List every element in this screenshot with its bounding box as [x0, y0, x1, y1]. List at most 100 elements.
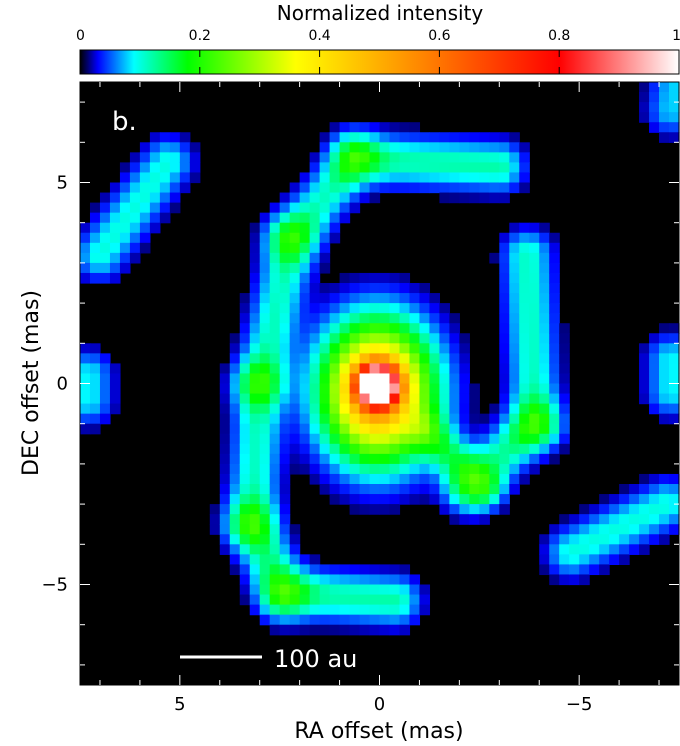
intensity-cell [319, 142, 331, 153]
intensity-cell [249, 343, 261, 354]
intensity-cell [299, 604, 311, 616]
intensity-cell [389, 504, 401, 515]
intensity-cell [259, 614, 271, 626]
intensity-cell [279, 303, 291, 314]
intensity-cell [139, 182, 151, 194]
intensity-cell [509, 162, 520, 174]
intensity-cell [519, 373, 530, 385]
intensity-cell [309, 604, 321, 616]
intensity-cell [409, 463, 421, 475]
intensity-cell [299, 403, 311, 415]
intensity-cell [329, 363, 341, 375]
intensity-cell [449, 484, 460, 495]
intensity-cell [179, 132, 191, 143]
intensity-cell [499, 433, 510, 445]
intensity-cell [379, 564, 391, 576]
intensity-cell [459, 132, 470, 143]
intensity-cell [319, 242, 331, 254]
intensity-cell [549, 433, 560, 445]
intensity-cell [359, 594, 371, 606]
intensity-cell [219, 443, 231, 455]
intensity-cell [109, 182, 121, 194]
intensity-cell [289, 584, 301, 596]
intensity-cell [229, 403, 241, 415]
axis-ticks [80, 82, 679, 685]
intensity-cell [249, 604, 261, 616]
intensity-cell [359, 463, 371, 475]
intensity-cell [89, 363, 101, 375]
intensity-cell [80, 272, 91, 284]
intensity-cell [279, 283, 291, 294]
intensity-cell [489, 413, 500, 425]
intensity-cell [369, 484, 381, 495]
intensity-cell [80, 423, 91, 435]
intensity-cell [139, 152, 151, 163]
intensity-cell [339, 363, 351, 375]
intensity-cell [229, 443, 241, 455]
intensity-cell [80, 393, 91, 405]
intensity-cell [349, 162, 361, 174]
intensity-cell [389, 313, 401, 324]
intensity-cell [269, 584, 281, 596]
intensity-cell [589, 554, 600, 565]
intensity-cell [399, 122, 411, 133]
intensity-cell [289, 544, 301, 555]
intensity-cell [369, 413, 381, 425]
intensity-cell [669, 494, 680, 505]
intensity-cell [139, 192, 151, 204]
intensity-cell [429, 343, 440, 354]
intensity-cell [289, 353, 301, 364]
colorbar [79, 49, 680, 75]
intensity-cell [379, 272, 391, 284]
intensity-cell [549, 293, 560, 304]
intensity-cell [429, 383, 440, 395]
intensity-cell [309, 242, 321, 254]
intensity-cell [459, 333, 470, 344]
intensity-cell [299, 373, 311, 385]
intensity-cell [329, 202, 341, 214]
intensity-cell [109, 192, 121, 204]
intensity-cell [299, 222, 311, 234]
intensity-cell [379, 624, 391, 636]
intensity-cell [399, 172, 411, 184]
intensity-cell [119, 192, 131, 204]
intensity-cell [509, 453, 520, 465]
intensity-cell [299, 272, 311, 284]
intensity-cell [159, 172, 171, 184]
intensity-cell [329, 303, 341, 314]
intensity-cell [499, 504, 510, 515]
intensity-cell [559, 383, 570, 395]
intensity-cell [369, 373, 381, 385]
intensity-cell [279, 353, 291, 364]
intensity-cell [339, 564, 351, 576]
intensity-cell [329, 222, 341, 234]
intensity-cell [369, 383, 381, 395]
intensity-cell [369, 564, 381, 576]
intensity-cell [249, 323, 261, 334]
intensity-cell [339, 463, 351, 475]
intensity-cell [509, 383, 520, 395]
intensity-cell [429, 182, 440, 194]
intensity-cell [219, 363, 231, 375]
intensity-cell [519, 423, 530, 435]
intensity-cell [659, 413, 670, 425]
intensity-cell [99, 413, 111, 425]
intensity-cell [329, 293, 341, 304]
intensity-cell [249, 403, 261, 415]
intensity-cell [349, 413, 361, 425]
intensity-cell [399, 343, 411, 354]
intensity-cell [119, 212, 131, 224]
intensity-cell [399, 272, 411, 284]
colorbar-tick-label: 1 [672, 28, 680, 44]
intensity-cell [409, 162, 421, 174]
intensity-cell [319, 152, 331, 163]
intensity-cell [89, 343, 101, 354]
intensity-cell [569, 574, 580, 586]
intensity-cell [469, 433, 480, 445]
intensity-cell [349, 473, 361, 485]
intensity-cell [99, 272, 111, 284]
intensity-cell [229, 564, 241, 576]
intensity-cell [369, 333, 381, 344]
intensity-cell [259, 504, 271, 515]
intensity-cell [249, 222, 261, 234]
